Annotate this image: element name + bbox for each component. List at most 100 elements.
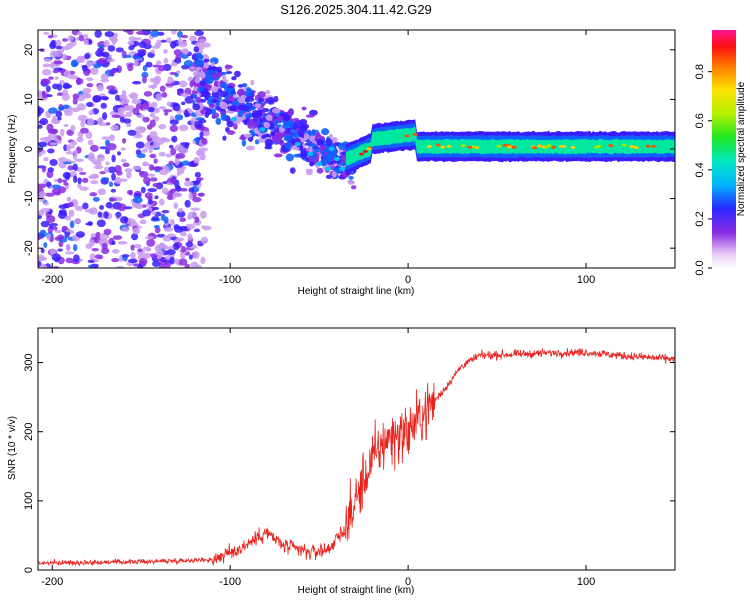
noise-blob [111, 154, 116, 163]
transition-blob [272, 107, 281, 114]
noise-blob [49, 158, 58, 167]
noise-blob [75, 231, 86, 238]
signal-peak [506, 145, 512, 149]
signal-peak [404, 134, 410, 138]
noise-blob [96, 219, 106, 228]
transition-blob [289, 167, 296, 174]
signal-peak [550, 145, 556, 149]
noise-blob [137, 264, 144, 268]
noise-blob [156, 39, 162, 45]
snr-panel: -200 -100 0 100 0 100 200 300 Height of straig… [7, 327, 676, 596]
noise-blob [140, 186, 146, 194]
signal-peak [474, 146, 480, 150]
y-tick-label: 0 [23, 146, 35, 152]
x-tick-label: -200 [41, 274, 63, 286]
noise-blob [143, 176, 151, 185]
noise-blob [96, 153, 105, 162]
noise-blob [196, 177, 204, 181]
noise-blob [95, 49, 104, 57]
spectrogram-marks [38, 30, 675, 268]
noise-blob [54, 229, 62, 234]
noise-blob [72, 163, 78, 171]
noise-blob [146, 238, 156, 247]
noise-blob [97, 84, 105, 92]
transition-blob [315, 132, 321, 137]
y-tick-label: -20 [23, 240, 35, 256]
noise-blob [152, 183, 160, 188]
noise-blob [190, 117, 197, 124]
signal-peak [440, 145, 446, 149]
spectrogram-y-ticks: -20 -10 0 10 20 [23, 44, 675, 256]
noise-blob [88, 264, 93, 268]
noise-blob [54, 76, 59, 80]
noise-blob [152, 206, 160, 211]
transition-blob [213, 80, 219, 88]
transition-blob [194, 76, 201, 84]
noise-blob [165, 37, 172, 44]
noise-blob [120, 98, 130, 105]
noise-blob [112, 235, 123, 240]
transition-blob [313, 147, 320, 153]
colorbar-tick-label: 0.0 [694, 260, 706, 275]
noise-blob [66, 196, 72, 202]
transition-blob [197, 87, 205, 92]
signal-peak [496, 144, 502, 148]
noise-blob [188, 192, 193, 201]
noise-blob [164, 111, 169, 116]
noise-blob [57, 248, 63, 252]
transition-blob [293, 117, 300, 122]
noise-blob [172, 242, 180, 251]
noise-blob [49, 248, 56, 255]
noise-blob [176, 210, 186, 218]
noise-blob [46, 233, 51, 241]
noise-blob [109, 111, 117, 116]
transition-blob [226, 87, 236, 92]
transition-blob [192, 103, 201, 111]
colorbar-tick-label: 0.2 [694, 211, 706, 226]
noise-blob [198, 192, 205, 197]
transition-blob [264, 138, 274, 147]
noise-blob [175, 185, 182, 192]
noise-blob [161, 210, 170, 214]
noise-blob [49, 50, 58, 59]
noise-blob [82, 202, 89, 210]
noise-blob [123, 105, 131, 112]
transition-peak [316, 161, 323, 167]
transition-peak [230, 117, 237, 122]
transition-blob [258, 117, 267, 123]
noise-blob [110, 37, 118, 43]
noise-blob [172, 192, 183, 198]
noise-blob [90, 180, 99, 185]
noise-blob [65, 243, 71, 252]
noise-blob [49, 142, 58, 146]
noise-blob [184, 142, 190, 149]
transition-blob [224, 64, 233, 70]
noise-blob [121, 226, 129, 232]
noise-blob [159, 169, 168, 176]
noise-blob [127, 40, 135, 46]
noise-blob [128, 93, 137, 98]
noise-blob [135, 103, 145, 110]
noise-blob [72, 175, 78, 184]
transition-blob [282, 123, 289, 129]
noise-blob [200, 156, 206, 160]
noise-blob [62, 53, 68, 61]
noise-blob [108, 181, 114, 187]
noise-blob [83, 34, 89, 39]
noise-blob [138, 41, 147, 49]
noise-blob [122, 138, 127, 144]
noise-blob [55, 39, 62, 48]
transition-blob [199, 54, 204, 60]
noise-blob [152, 64, 161, 68]
transition-blob [257, 109, 263, 115]
noise-blob [128, 45, 135, 51]
noise-blob [158, 264, 166, 268]
transition-blob [303, 133, 310, 140]
noise-blob [157, 64, 166, 72]
noise-blob [94, 254, 103, 260]
noise-blob [195, 41, 205, 48]
colorbar-ticks: 0.0 0.2 0.4 0.6 0.8 [694, 64, 712, 276]
noise-blob [63, 182, 69, 186]
noise-blob [173, 202, 179, 209]
noise-blob [187, 233, 193, 241]
